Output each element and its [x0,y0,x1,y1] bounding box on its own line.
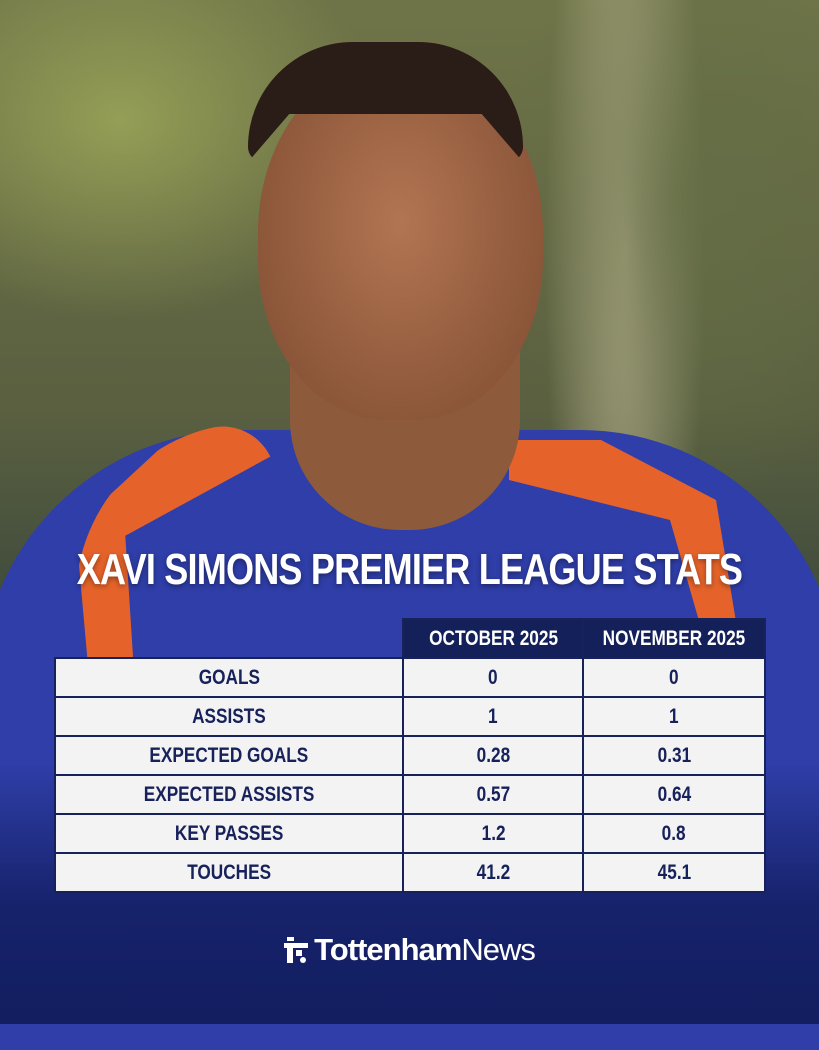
header-empty [55,619,403,658]
cell-october: 0 [402,657,585,698]
cell-label: EXPECTED GOALS [53,735,405,776]
brand-regular: News [461,932,536,967]
cell-november: 1 [582,696,766,737]
cell-november: 0.8 [582,813,766,854]
cell-label: ASSISTS [53,696,405,737]
page-title: XAVI SIMONS PREMIER LEAGUE STATS [76,545,743,594]
cell-october: 1.2 [402,813,585,854]
cell-october: 41.2 [402,852,585,893]
table-header-row: OCTOBER 2025 NOVEMBER 2025 [55,618,766,659]
table-row: ASSISTS 1 1 [53,696,766,737]
stats-table: OCTOBER 2025 NOVEMBER 2025 GOALS 0 0 ASSIST… [53,618,766,893]
table-row: EXPECTED ASSISTS 0.57 0.64 [53,774,766,815]
header-october: OCTOBER 2025 [402,618,585,659]
cell-label: KEY PASSES [53,813,405,854]
cell-november: 0.64 [582,774,766,815]
header-november: NOVEMBER 2025 [582,618,766,659]
tottenham-news-logo-icon [284,937,309,963]
table-row: KEY PASSES 1.2 0.8 [53,813,766,854]
cell-october: 1 [402,696,585,737]
cell-label: EXPECTED ASSISTS [53,774,405,815]
cell-november: 0.31 [582,735,766,776]
table-row: TOUCHES 41.2 45.1 [53,852,766,893]
brand-bold: Tottenham [314,932,462,967]
cell-october: 0.57 [402,774,585,815]
cell-label: GOALS [53,657,405,698]
cell-november: 45.1 [582,852,766,893]
cell-october: 0.28 [402,735,585,776]
cell-label: TOUCHES [53,852,405,893]
table-row: GOALS 0 0 [53,657,766,698]
cell-november: 0 [582,657,766,698]
table-row: EXPECTED GOALS 0.28 0.31 [53,735,766,776]
brand-logo: TottenhamNews [0,932,819,968]
